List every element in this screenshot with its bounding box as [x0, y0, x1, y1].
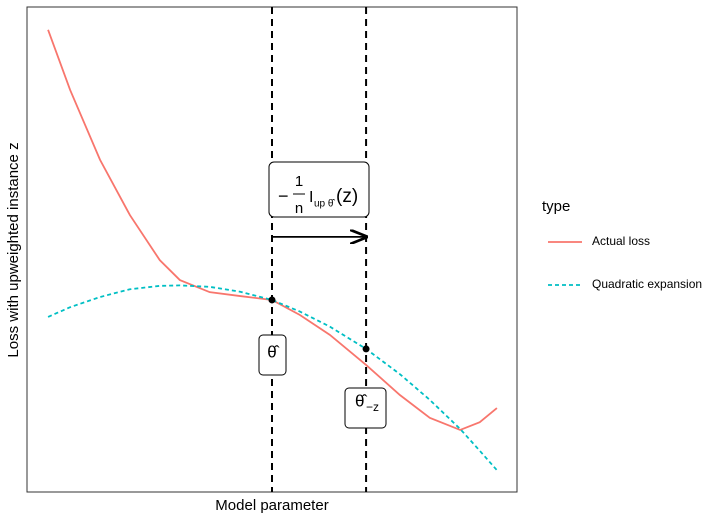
label-box [258, 334, 287, 376]
formula-argument: (z) [336, 186, 358, 207]
formula-numerator: 1 [295, 173, 303, 190]
formula-denominator: n [295, 200, 303, 217]
x-axis-label: Model parameter [215, 497, 328, 514]
label-box [268, 161, 370, 218]
legend-label: Quadratic expansion [592, 277, 702, 291]
legend-label: Actual loss [592, 234, 650, 248]
y-axis-label: Loss with upweighted instance z [5, 142, 22, 357]
formula-minus: − [278, 186, 289, 206]
label-box [344, 387, 387, 429]
formula-symbol: I [309, 189, 313, 206]
point [268, 296, 276, 304]
theta-hat-z-subscript: −z [366, 400, 379, 414]
theta-hat-z-label: θ̂ [355, 391, 367, 410]
annotations: θ̂ θ̂ −z − 1 n I up θ̂ (z) [258, 161, 387, 429]
theta-hat-label: θ̂ [267, 342, 279, 361]
legend-title: type [542, 198, 570, 215]
point [362, 345, 370, 353]
formula-subscript: up θ̂ [314, 198, 335, 210]
